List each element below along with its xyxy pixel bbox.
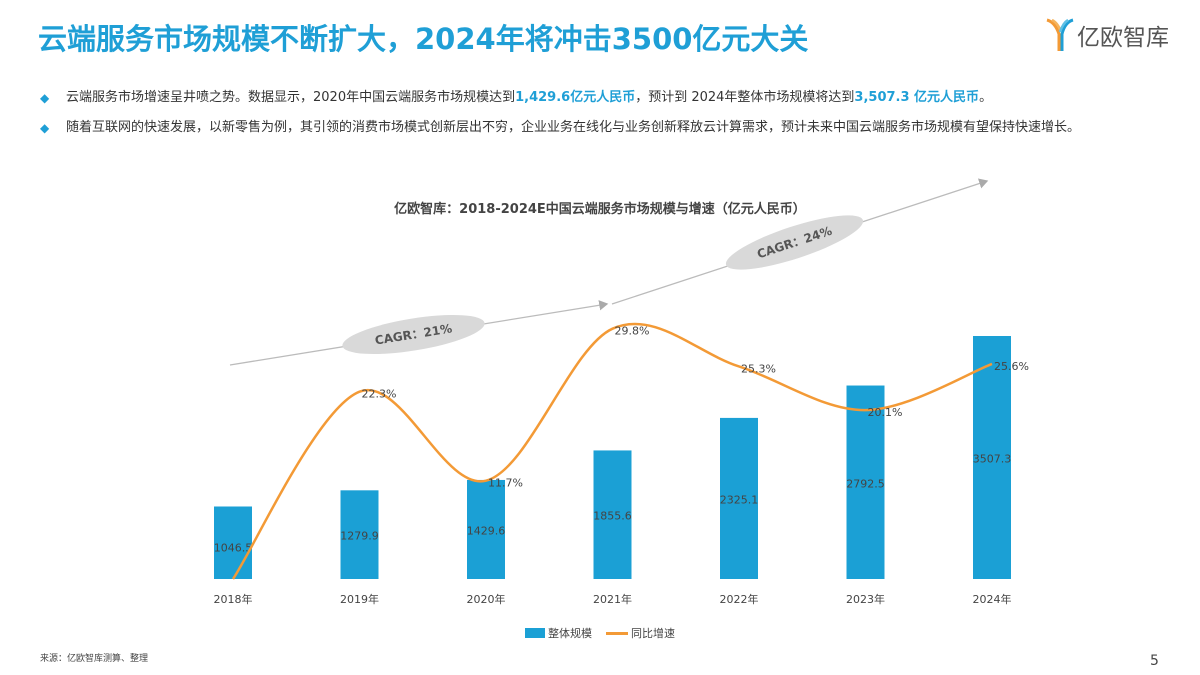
legend: 整体规模 同比增速: [0, 625, 1200, 641]
x-tick-label: 2018年: [214, 592, 253, 606]
legend-swatch-line: [606, 631, 628, 635]
growth-value-label: 25.3%: [741, 362, 776, 375]
growth-value-label: 25.6%: [994, 360, 1029, 373]
bar-value-label: 3507.3: [973, 453, 1012, 466]
bullet-list: ◆ 云端服务市场增速呈井喷之势。数据显示，2020年中国云端服务市场规模达到1,…: [40, 86, 1160, 146]
bar-value-label: 2792.5: [846, 477, 885, 490]
bar: [593, 450, 632, 579]
bar-value-label: 1855.6: [593, 510, 632, 523]
logo-icon: [1046, 18, 1074, 51]
growth-value-label: 20.1%: [868, 406, 903, 419]
logo-text: 亿欧智库: [1077, 25, 1169, 51]
bullet-text-part: ，预计到 2024年整体市场规模将达到: [635, 90, 855, 105]
legend-label: 整体规模: [548, 627, 592, 640]
bar: [340, 490, 379, 579]
legend-item-bar: 整体规模: [525, 625, 592, 641]
growth-value-label: 11.7%: [488, 477, 523, 490]
bullet-item: ◆ 随着互联网的快速发展，以新零售为例，其引领的消费市场模式创新层出不穷，企业业…: [40, 116, 1160, 140]
legend-swatch-bar: [525, 628, 545, 638]
bar: [214, 506, 252, 579]
growth-value-label: 29.8%: [615, 325, 650, 338]
growth-value-label: 22.3%: [362, 388, 397, 401]
page-number: 5: [1150, 653, 1159, 669]
bullet-text: 云端服务市场增速呈井喷之势。数据显示，2020年中国云端服务市场规模达到1,42…: [66, 86, 992, 110]
highlight-value: 1,429.6亿元人民币: [515, 90, 636, 105]
bar-value-label: 2325.1: [720, 493, 759, 506]
source-note: 来源：亿欧智库测算、整理: [40, 654, 149, 664]
x-tick-label: 2024年: [973, 592, 1012, 606]
x-tick-label: 2019年: [340, 592, 379, 606]
growth-line: [231, 322, 993, 580]
bar: [467, 479, 505, 579]
legend-label: 同比增速: [631, 627, 675, 640]
diamond-icon: ◆: [40, 91, 50, 105]
cagr-bubble: [342, 314, 485, 355]
diamond-icon: ◆: [40, 121, 50, 135]
legend-item-line: 同比增速: [606, 625, 675, 641]
x-tick-label: 2022年: [720, 592, 759, 606]
bar: [720, 417, 758, 579]
x-tick-label: 2023年: [846, 592, 885, 606]
chart-title: 亿欧智库：2018-2024E中国云端服务市场规模与增速（亿元人民币）: [394, 202, 806, 217]
bar-value-label: 1046.5: [214, 542, 253, 555]
highlight-value: 3,507.3 亿元人民币: [854, 90, 980, 105]
bar-value-label: 1279.9: [340, 530, 379, 543]
page-title: 云端服务市场规模不断扩大，2024年将冲击3500亿元大关: [38, 22, 809, 56]
bullet-item: ◆ 云端服务市场增速呈井喷之势。数据显示，2020年中国云端服务市场规模达到1,…: [40, 86, 1160, 110]
logo: 亿欧智库: [1045, 18, 1169, 52]
bar: [973, 336, 1011, 579]
bullet-text-part: 。: [979, 90, 993, 105]
x-tick-label: 2021年: [593, 592, 632, 606]
bar: [846, 385, 885, 579]
cagr-bubble: [725, 215, 864, 270]
bullet-text-part: 云端服务市场增速呈井喷之势。数据显示，2020年中国云端服务市场规模达到: [66, 90, 516, 105]
bar-value-label: 1429.6: [467, 524, 506, 537]
bullet-text: 随着互联网的快速发展，以新零售为例，其引领的消费市场模式创新层出不穷，企业业务在…: [66, 120, 1081, 135]
x-tick-label: 2020年: [467, 592, 506, 606]
